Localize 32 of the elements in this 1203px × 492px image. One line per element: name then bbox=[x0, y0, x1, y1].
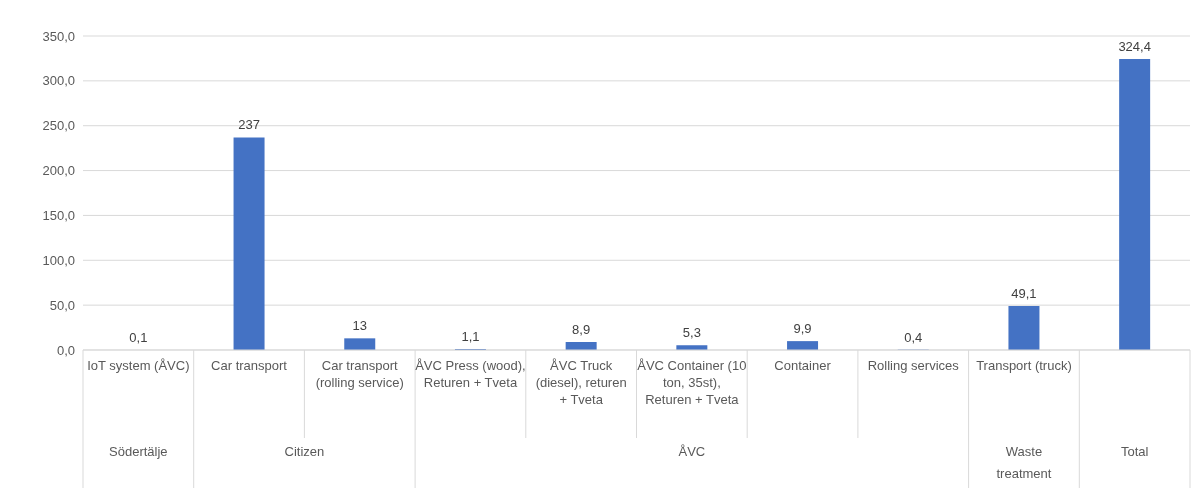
data-label: 1,1 bbox=[461, 329, 480, 345]
data-label: 5,3 bbox=[682, 325, 701, 341]
x-tick-label: Transport (truck) bbox=[976, 358, 1072, 373]
x-tick-label: IoT system (ÅVC) bbox=[87, 358, 190, 373]
x-tick-label: ÅVC Press (wood), Returen + Tveta bbox=[415, 358, 526, 390]
y-tick-label: 300,0 bbox=[42, 73, 75, 89]
data-label: 8,9 bbox=[572, 322, 591, 338]
y-tick-label: 150,0 bbox=[42, 208, 75, 224]
x-tick-label: Container bbox=[774, 358, 832, 373]
text: ÅVC bbox=[678, 444, 706, 459]
y-tick-label: 100,0 bbox=[42, 252, 75, 268]
x-tick-label: ÅVC Container (10 ton, 35st), Returen + Tveta bbox=[637, 358, 747, 407]
y-tick-label: 350,0 bbox=[42, 28, 75, 44]
x-tick-label: ÅVC Truck (diesel), returen + Tveta bbox=[535, 358, 627, 407]
text: Södertälje bbox=[109, 444, 168, 459]
data-label: 9,9 bbox=[793, 321, 812, 337]
y-tick-label: 0,0 bbox=[56, 342, 75, 358]
y-tick-label: 50,0 bbox=[49, 297, 75, 313]
data-label: 13 bbox=[352, 318, 367, 334]
data-label: 324,4 bbox=[1118, 38, 1151, 54]
data-label: 0,4 bbox=[904, 329, 923, 345]
text: Citizen bbox=[284, 444, 325, 459]
y-tick-label: 250,0 bbox=[42, 118, 75, 134]
data-label: 0,1 bbox=[129, 329, 148, 345]
text: Total bbox=[1120, 444, 1149, 459]
data-label: 49,1 bbox=[1011, 285, 1037, 301]
data-label: 237 bbox=[238, 117, 260, 133]
y-tick-label: 200,0 bbox=[42, 163, 75, 179]
x-tick-label: Car transport (rolling service) bbox=[315, 358, 404, 390]
text: Waste treatment bbox=[996, 444, 1052, 481]
x-tick-label: Car transport bbox=[211, 358, 288, 373]
x-tick-label: Rolling services bbox=[867, 358, 960, 373]
